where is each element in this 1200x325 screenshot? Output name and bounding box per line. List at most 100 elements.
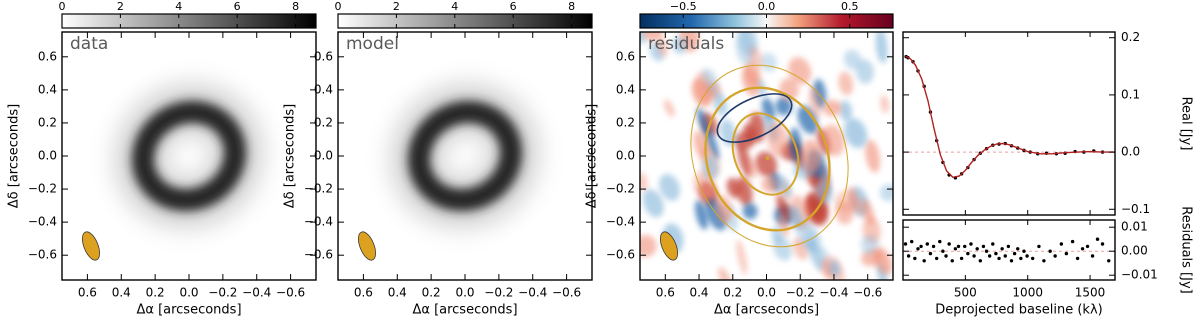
residual-blob (844, 118, 868, 149)
x-tick-label: 0.4 (689, 286, 708, 300)
colorbar-tick-label: 6 (234, 0, 241, 13)
point (1080, 247, 1085, 251)
point (928, 251, 933, 256)
x-tick-label: 0.0 (179, 286, 198, 300)
point (938, 239, 942, 244)
y-tick-label: −0.6 (304, 248, 333, 262)
colorbar-tick-label: −0.5 (670, 0, 697, 13)
point (947, 242, 951, 246)
residual-blob (838, 71, 854, 96)
x-tick-label: −0.6 (552, 286, 581, 300)
y-tick-label: −0.2 (304, 182, 333, 196)
residual-blob (742, 203, 758, 220)
y-tick-label: 0.0 (616, 149, 635, 163)
colorbar-tick-label: 0.0 (758, 0, 776, 13)
x-tick-label: 500 (954, 286, 977, 300)
frame (902, 219, 1116, 281)
panel-label: model (346, 34, 399, 54)
point (1042, 259, 1046, 263)
residual-blob (737, 143, 752, 177)
colorbar-tick-label: 0 (335, 0, 342, 13)
residual-blob (691, 78, 713, 108)
point (966, 251, 970, 256)
x-tick-label: −0.4 (819, 286, 848, 300)
y-tick-label: 0.4 (38, 82, 57, 96)
x-tick-label: −0.6 (853, 286, 882, 300)
residual-blob (792, 237, 808, 260)
point (975, 247, 979, 251)
point (1100, 242, 1105, 246)
colorbar-tick-label: 0 (59, 0, 66, 13)
point (994, 251, 998, 256)
x-tick-label: 0.6 (354, 286, 373, 300)
orbit (704, 86, 831, 232)
point (959, 256, 964, 261)
beam (82, 231, 100, 261)
residual-blob (642, 189, 664, 218)
y-tick-label: 0.00 (1121, 244, 1148, 258)
y-tick-label: 0.0 (38, 149, 57, 163)
residual-blob (755, 151, 778, 177)
x-tick-label: 0.2 (422, 286, 441, 300)
image (640, 32, 893, 280)
y-tick-label: −0.2 (606, 182, 635, 196)
point (956, 244, 961, 249)
residual-blob (843, 49, 862, 70)
point (1059, 242, 1064, 246)
point (916, 247, 920, 251)
y-axis-label: Δδ [arcseconds] (585, 104, 600, 208)
point (1012, 251, 1017, 256)
y-tick-label: 0.2 (38, 115, 57, 129)
y-tick-label: 0.0 (314, 149, 333, 163)
x-tick-label: −0.2 (208, 286, 237, 300)
point (1075, 256, 1080, 261)
x-tick-label: 0.0 (455, 286, 474, 300)
colorbar-tick-label: 4 (175, 0, 182, 13)
point (1064, 251, 1069, 256)
x-tick-label: 1500 (1075, 286, 1106, 300)
colorbar-tick-label: 4 (451, 0, 458, 13)
point (1053, 254, 1057, 258)
x-tick-label: 0.4 (112, 286, 131, 300)
y-tick-label: 0.6 (616, 49, 635, 63)
residual-blob (718, 267, 733, 280)
residual-blob (875, 32, 888, 64)
point (978, 259, 983, 263)
residual-blob (808, 86, 822, 120)
y-tick-label: 0.6 (38, 49, 57, 63)
y-tick-label: −0.4 (304, 215, 333, 229)
residual-blob (761, 175, 779, 193)
y-tick-label: −0.4 (28, 215, 57, 229)
colorbar-tick-label: 8 (292, 0, 299, 13)
star (765, 156, 770, 160)
residual-blob (696, 107, 710, 135)
point (1003, 254, 1007, 258)
point (969, 242, 973, 246)
y-tick-label: −0.6 (28, 248, 57, 262)
point (1006, 244, 1011, 249)
x-axis-label: Δα [arcseconds] (136, 303, 241, 318)
y-axis-label: Real [Jy] (1179, 97, 1194, 151)
residual-blob (860, 235, 879, 255)
residual-blob (775, 96, 792, 116)
point (934, 256, 939, 261)
x-axis-label: Deprojected baseline (kλ) (935, 303, 1102, 318)
residual-blob (823, 99, 842, 117)
image-background (62, 32, 316, 280)
y-tick-label: −0.1 (1121, 202, 1150, 216)
ring (131, 100, 247, 212)
point (987, 254, 992, 258)
residual-blob (776, 194, 792, 222)
residual-blob (828, 260, 840, 277)
point (1090, 254, 1095, 258)
residual-blob (856, 59, 874, 84)
x-axis-label: Δα [arcseconds] (412, 303, 517, 318)
residual-blob (748, 159, 759, 179)
x-tick-label: 1000 (1012, 286, 1043, 300)
y-tick-label: 0.6 (314, 49, 333, 63)
image-background (338, 32, 592, 280)
point (910, 239, 914, 244)
model-line (905, 55, 1115, 179)
residual-blob (777, 174, 792, 198)
beam (358, 231, 376, 261)
